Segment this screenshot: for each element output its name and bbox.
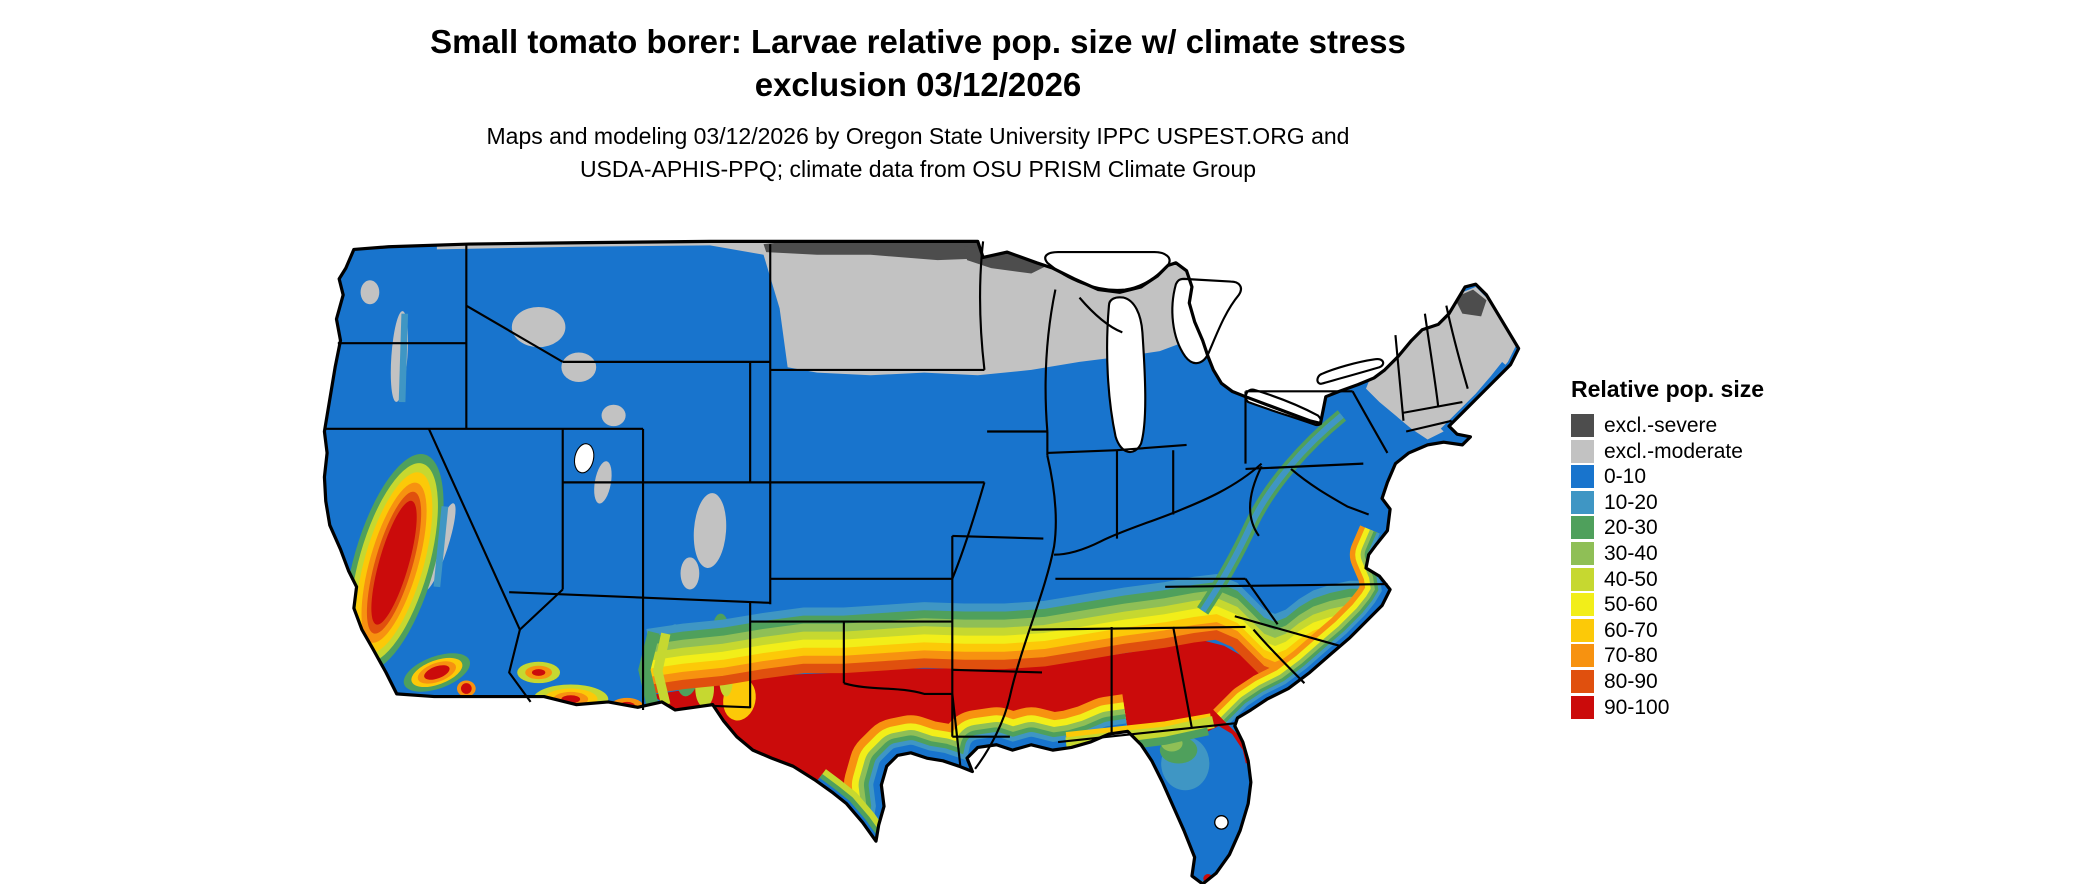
us-map bbox=[308, 228, 1527, 884]
legend-item-label: 40-50 bbox=[1604, 567, 1658, 591]
legend-swatch bbox=[1571, 593, 1594, 617]
legend-item-label: excl.-moderate bbox=[1604, 439, 1743, 463]
legend-swatch bbox=[1571, 516, 1594, 540]
legend-item-label: 30-40 bbox=[1604, 541, 1658, 565]
legend-item: 30-40 bbox=[1571, 541, 1764, 565]
legend-item-label: 10-20 bbox=[1604, 490, 1658, 514]
legend-item-label: 50-60 bbox=[1604, 593, 1658, 617]
socal-hotspot bbox=[403, 653, 476, 697]
legend: Relative pop. size excl.-severe excl.-mo… bbox=[1571, 376, 1764, 721]
legend-swatch bbox=[1571, 465, 1594, 489]
legend-swatch bbox=[1571, 439, 1594, 463]
california-valley-hotspot bbox=[344, 454, 444, 672]
legend-swatch bbox=[1571, 644, 1594, 668]
legend-item: 50-60 bbox=[1571, 593, 1764, 617]
legend-swatch bbox=[1571, 695, 1594, 719]
legend-item: 20-30 bbox=[1571, 516, 1764, 540]
us-outline bbox=[322, 239, 1521, 884]
great-lakes bbox=[573, 251, 1385, 474]
legend-item: 80-90 bbox=[1571, 669, 1764, 693]
legend-item-label: excl.-severe bbox=[1604, 414, 1718, 437]
legend-item-label: 20-30 bbox=[1604, 516, 1658, 540]
legend-title: Relative pop. size bbox=[1571, 376, 1765, 402]
legend-item: excl.-moderate bbox=[1571, 439, 1764, 463]
state-borders bbox=[324, 241, 1469, 770]
lake-michigan bbox=[1106, 296, 1147, 453]
legend-item: 0-10 bbox=[1571, 465, 1764, 489]
legend-swatch bbox=[1571, 567, 1594, 591]
chart-title: Small tomato borer: Larvae relative pop.… bbox=[0, 20, 1836, 106]
legend-item-label: 80-90 bbox=[1604, 669, 1658, 693]
great-salt-lake bbox=[573, 443, 595, 474]
legend-item: excl.-severe bbox=[1571, 414, 1764, 437]
lake-okeechobee bbox=[1214, 815, 1229, 830]
legend-swatch bbox=[1571, 541, 1594, 565]
legend-item: 70-80 bbox=[1571, 644, 1764, 668]
legend-swatch bbox=[1571, 618, 1594, 642]
legend-item: 60-70 bbox=[1571, 618, 1764, 642]
lake-erie bbox=[1244, 388, 1323, 427]
legend-item: 90-100 bbox=[1571, 695, 1764, 719]
mountain-cool-lines bbox=[398, 313, 449, 588]
chart-subtitle: Maps and modeling 03/12/2026 by Oregon S… bbox=[0, 120, 1836, 186]
legend-swatch bbox=[1571, 490, 1594, 514]
legend-item: 10-20 bbox=[1571, 490, 1764, 514]
legend-item-label: 0-10 bbox=[1604, 465, 1647, 489]
legend-item-label: 60-70 bbox=[1604, 618, 1658, 642]
legend-item-label: 70-80 bbox=[1604, 644, 1658, 668]
legend-swatch bbox=[1571, 669, 1594, 693]
title-line-2: exclusion 03/12/2026 bbox=[754, 66, 1082, 103]
lake-ontario bbox=[1316, 357, 1385, 385]
legend-item: 40-50 bbox=[1571, 567, 1764, 591]
title-line-1: Small tomato borer: Larvae relative pop.… bbox=[430, 23, 1406, 60]
legend-item-label: 90-100 bbox=[1604, 695, 1670, 719]
appalachian-band bbox=[1197, 410, 1347, 615]
subtitle-line-1: Maps and modeling 03/12/2026 by Oregon S… bbox=[486, 123, 1350, 149]
transition-west-wrap bbox=[638, 630, 671, 706]
legend-swatch bbox=[1571, 414, 1594, 437]
subtitle-line-2: USDA-APHIS-PPQ; climate data from OSU PR… bbox=[579, 156, 1257, 182]
